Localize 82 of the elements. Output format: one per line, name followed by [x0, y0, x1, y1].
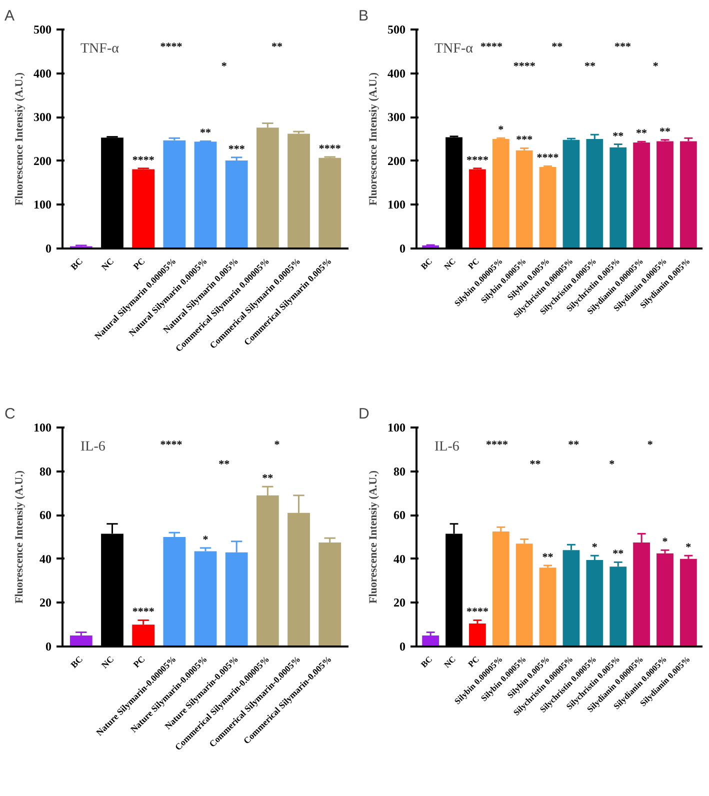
- y-axis-title: Fluorescence Intensiy (A.U.): [368, 470, 380, 604]
- chart-subtitle: A: [4, 8, 15, 24]
- y-tick-label: 400: [388, 66, 406, 80]
- text: IL-6: [434, 440, 460, 454]
- y-tick-label: 0: [46, 640, 52, 654]
- x-tick-label: NC: [100, 256, 116, 272]
- x-tick-label: BC: [68, 654, 85, 670]
- y-tick-label: 400: [34, 66, 52, 80]
- annotation: **: [552, 41, 564, 54]
- data-label: **: [659, 126, 671, 138]
- annotation: ****: [486, 439, 508, 452]
- annotation: *: [221, 60, 228, 73]
- y-tick-label: 60: [40, 508, 52, 522]
- x-tick-label: BC: [68, 256, 85, 272]
- y-tick-label: 200: [388, 154, 406, 168]
- data-label: **: [262, 472, 274, 485]
- y-tick-label: 80: [40, 464, 52, 478]
- data-label: *: [662, 536, 668, 548]
- annotation: **: [568, 439, 580, 452]
- y-tick-label: 0: [400, 242, 406, 256]
- y-axis-title: Fluorescence Intensiy (A.U.): [14, 470, 26, 604]
- data-label: ****: [536, 152, 560, 164]
- y-tick-label: 100: [388, 198, 406, 212]
- data-label: ***: [516, 134, 534, 146]
- chart-subtitle: C: [4, 406, 16, 422]
- y-tick-label: 20: [394, 596, 406, 610]
- data-label: ****: [466, 606, 489, 618]
- data-label: *: [202, 534, 209, 546]
- y-tick-label: 60: [394, 508, 406, 522]
- y-tick-label: 500: [34, 22, 52, 36]
- data-label: **: [200, 127, 212, 140]
- y-axis-title: Fluorescence Intensiy (A.U.): [14, 72, 26, 206]
- annotation: **: [530, 458, 542, 471]
- data-label: *: [498, 124, 504, 136]
- y-tick-label: 0: [46, 242, 52, 256]
- text: TNF-α: [80, 42, 120, 56]
- data-label: **: [542, 551, 554, 564]
- annotation: *: [652, 60, 659, 73]
- annotation: ****: [513, 60, 536, 73]
- y-tick-label: 500: [388, 22, 406, 36]
- annotation: ****: [160, 439, 183, 452]
- chart-subtitle: D: [358, 406, 370, 422]
- annotation: ****: [480, 41, 504, 54]
- y-tick-label: 40: [40, 552, 52, 566]
- annotation: *: [647, 439, 654, 452]
- data-label: ***: [228, 143, 246, 156]
- x-tick-label: NC: [442, 654, 458, 670]
- text: IL-6: [80, 440, 106, 454]
- x-tick-label: NC: [442, 256, 458, 272]
- y-tick-label: 0: [400, 640, 406, 654]
- annotation: *: [274, 439, 280, 452]
- y-tick-label: 200: [34, 154, 52, 168]
- y-tick-label: 300: [388, 110, 406, 124]
- y-tick-label: 100: [34, 420, 52, 434]
- annotation: **: [272, 41, 283, 54]
- data-label: ****: [132, 606, 155, 618]
- x-tick-label: BC: [418, 256, 434, 272]
- y-axis-title: Fluorescence Intensiy (A.U.): [368, 72, 380, 206]
- annotation: **: [218, 458, 230, 471]
- y-tick-label: 80: [394, 464, 406, 478]
- y-tick-label: 100: [388, 420, 406, 434]
- annotation: *: [609, 458, 616, 471]
- y-tick-label: 300: [34, 110, 52, 124]
- data-label: **: [636, 128, 648, 140]
- y-tick-label: 40: [394, 552, 406, 566]
- data-label: ****: [132, 154, 155, 166]
- annotation: ****: [160, 41, 183, 54]
- annotation: ***: [614, 41, 632, 54]
- data-label: ****: [466, 154, 489, 166]
- x-tick-label: PC: [131, 256, 147, 272]
- data-label: *: [686, 542, 692, 554]
- y-tick-label: 20: [40, 596, 52, 610]
- text: TNF-α: [434, 42, 474, 56]
- data-label: **: [612, 130, 624, 142]
- y-tick-label: 100: [34, 198, 52, 212]
- data-label: ****: [318, 142, 342, 155]
- x-tick-label: NC: [100, 654, 116, 670]
- data-label: **: [612, 548, 624, 560]
- data-label: *: [592, 542, 598, 554]
- annotation: **: [584, 60, 596, 73]
- x-tick-label: BC: [418, 654, 434, 670]
- chart-subtitle: B: [358, 8, 369, 24]
